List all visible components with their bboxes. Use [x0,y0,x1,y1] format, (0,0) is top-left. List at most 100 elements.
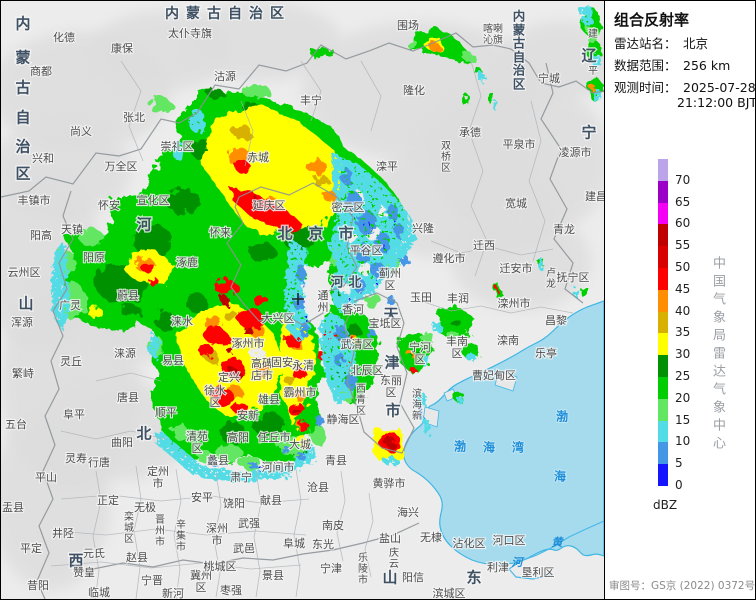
map-label: 献县 [260,493,282,507]
map-label: 曲阳 [111,436,133,449]
map-label: 沽源 [214,69,236,83]
map-label: 阳信 [402,571,424,584]
range-value: 256 km [683,58,731,73]
map-label: 尚义 [70,124,92,138]
map-label: 滦南 [497,333,519,347]
map-label: 大兴区 [262,311,295,325]
map-label: 饶阳 [223,497,245,510]
legend-color-segment [658,289,668,312]
map-label: 北 [277,225,292,243]
map-label: 北辰区 [351,364,384,377]
map-label: 卢龙 [546,266,556,290]
map-label: 北 [348,276,361,291]
echo-intensity-group [258,208,425,472]
map-label: 云州区 [8,266,41,279]
map-label: 平山 [35,471,57,484]
map-label: 宁河区 [409,340,431,366]
admin-borders-layer [1,32,604,599]
map-label: 自 [15,109,30,127]
legend-color-segment [658,202,668,225]
map-label: 辛集市 [176,518,186,553]
legend-color-segment [658,159,668,181]
legend-tick-label: 20 [675,390,691,405]
map-label: 内 [15,15,30,33]
map-label: 延庆区 [253,198,286,212]
legend-tick-label: 50 [675,260,691,274]
map-label: 昔阳 [27,579,49,592]
map-label: 徐水区 [204,383,226,409]
map-label: 清苑区 [186,430,208,455]
map-label: 雄县 [258,392,280,406]
place-labels-layer: 内蒙古自治区内蒙古自治区内蒙古自治区辽宁北京市天津市河北河 北山西山 东化德康保太仆… [1,4,604,599]
map-label: 天 [383,306,399,324]
legend-tick-label: 15 [675,412,691,427]
map-label: 崇礼区 [161,139,194,153]
legend-tick-label: 70 [675,172,691,187]
map-label: 阳原 [83,251,105,264]
map-label: 内 [513,9,526,24]
legend-tick-label: 40 [675,303,691,318]
map-label: 涿州市 [232,336,265,350]
radar-echo-layer [51,5,602,483]
radar-map-canvas: 内蒙古自治区内蒙古自治区内蒙古自治区辽宁北京市天津市河北河 北山西山 东化德康保太仆… [1,1,604,599]
legend-color-segment [658,464,668,486]
map-label: 双桥区 [441,140,451,174]
map-label: 玉田 [410,291,432,304]
legend-tick-label: 25 [675,369,691,383]
time-time: 21:12:00 BJT [677,95,756,110]
legend-color-segment [658,246,668,268]
map-label: 武邑 [233,542,255,555]
map-label: 盂县 [2,501,24,514]
map-label: 通州 [318,289,329,314]
echo-intensity-group [220,196,396,447]
map-label: 青龙 [553,223,575,236]
time-date: 2025-07-28 [683,80,756,95]
map-label: 张北 [123,111,145,124]
map-label: 北 [136,425,151,443]
map-label: 治 [15,138,30,156]
map-label: 阳高 [30,228,52,242]
legend-color-segment [658,333,668,356]
map-label: 晋州市 [155,514,165,548]
map-label: 河间市 [262,460,295,474]
legend-tick-label: 30 [675,347,691,362]
map-label: 喀喇沁旗 [483,22,503,46]
map-label: 平谷区 [350,244,383,257]
map-label: 河 [330,275,343,291]
map-label: 蒙 [15,49,30,67]
map-label: 浑源 [11,315,33,329]
range-label: 数据范围： [614,58,677,73]
map-label: 阜平 [63,408,85,421]
map-label: 垦利区 [522,566,555,579]
legend-tick-label: 5 [675,456,683,471]
map-label: 固安 [271,355,293,369]
map-label: 盐山 [379,532,401,545]
legend-color-segment [658,268,668,290]
map-label: 平泉市 [503,137,536,151]
map-label: 顺平 [155,406,177,419]
map-label: 永清 [292,358,314,372]
map-label: 宽城 [505,196,527,210]
map-label: 宝坻区 [369,316,402,330]
legend-color-segment [658,398,668,421]
map-label: 乐陵市 [358,552,368,586]
map-label: 平定 [20,541,42,555]
map-label: 黄 [552,536,565,549]
map-label: 承德 [459,125,481,139]
map-label: 宣化区 [137,193,170,207]
station-row: 雷达站名： 北京 [614,33,708,52]
legend-color-segment [658,377,668,399]
map-label: 建 [588,27,598,40]
map-label: 渤 [556,409,568,424]
map-label: 阜城 [283,537,305,550]
map-label: 唐县 [117,390,139,404]
map-label: 渤 [454,439,466,454]
map-label: 遵化市 [433,251,466,265]
map-label: 海 [554,469,566,484]
map-label: 兴和 [32,152,54,165]
map-label: 桃城区 [204,559,237,573]
map-label: 庆云 [389,546,399,570]
info-panel: 组合反射率 雷达站名： 北京 数据范围： 256 km 观测时间： 2025-07-2… [605,1,755,599]
map-label: 化德 [53,30,75,44]
map-label: 河口区 [493,534,526,547]
